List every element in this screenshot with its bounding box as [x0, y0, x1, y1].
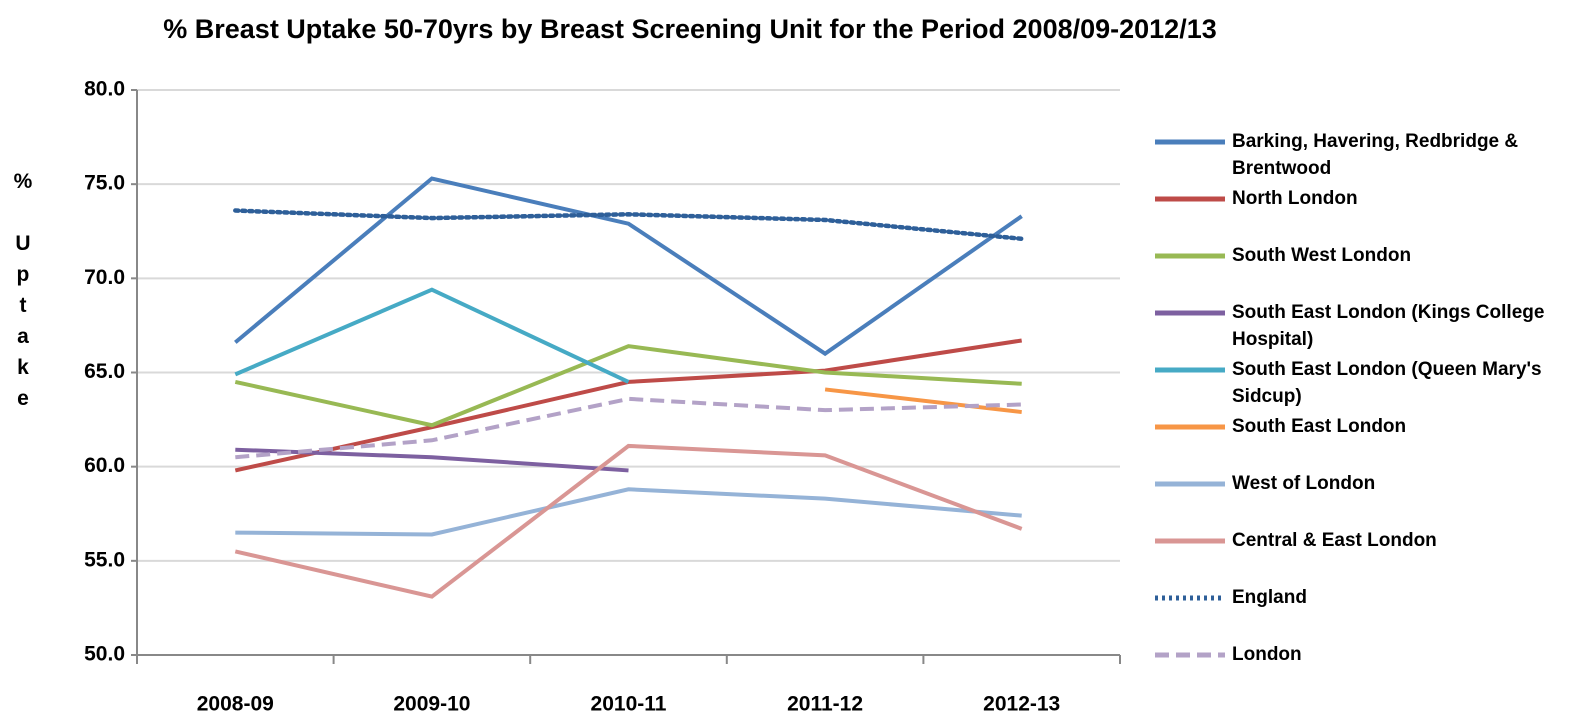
y-tick-label: 80.0 — [84, 78, 125, 101]
legend-label: South West London — [1232, 245, 1412, 266]
series-line — [234, 344, 1022, 428]
x-tick-label: 2011-12 — [787, 693, 863, 716]
y-tick-label: 60.0 — [84, 454, 125, 477]
legend-label: England — [1232, 587, 1307, 608]
x-tick-label: 2009-10 — [393, 693, 470, 716]
x-tick-label: 2012-13 — [983, 693, 1060, 716]
series-line — [233, 208, 1024, 242]
series-line — [235, 487, 1022, 537]
legend-label: South East London (Kings College Hospita… — [1232, 302, 1545, 350]
y-tick-label: 50.0 — [84, 643, 125, 666]
legend-label: Central & East London — [1232, 530, 1437, 551]
chart-title: % Breast Uptake 50-70yrs by Breast Scree… — [163, 14, 1217, 44]
series-line — [234, 443, 1023, 599]
x-tick-label: 2010-11 — [591, 693, 667, 716]
y-tick-label: 70.0 — [84, 266, 125, 289]
legend-label: Barking, Havering, Redbridge & Brentwood — [1232, 131, 1519, 179]
series-line — [234, 338, 1023, 473]
legend-label: South East London (Queen Mary's Sidcup) — [1232, 359, 1542, 407]
series-line — [235, 396, 1022, 460]
y-axis-label: % Uptake — [11, 170, 34, 418]
y-tick-label: 65.0 — [84, 360, 125, 383]
series-line — [234, 176, 1023, 357]
y-tick-label: 55.0 — [84, 548, 125, 571]
legend-label: North London — [1232, 188, 1358, 209]
legend-label: West of London — [1232, 473, 1376, 494]
series-line — [824, 387, 1022, 415]
legend-label: South East London — [1232, 416, 1407, 437]
legend-label: London — [1232, 644, 1302, 665]
y-tick-label: 75.0 — [84, 172, 125, 195]
series-line — [234, 287, 630, 384]
x-tick-label: 2008-09 — [197, 693, 274, 716]
